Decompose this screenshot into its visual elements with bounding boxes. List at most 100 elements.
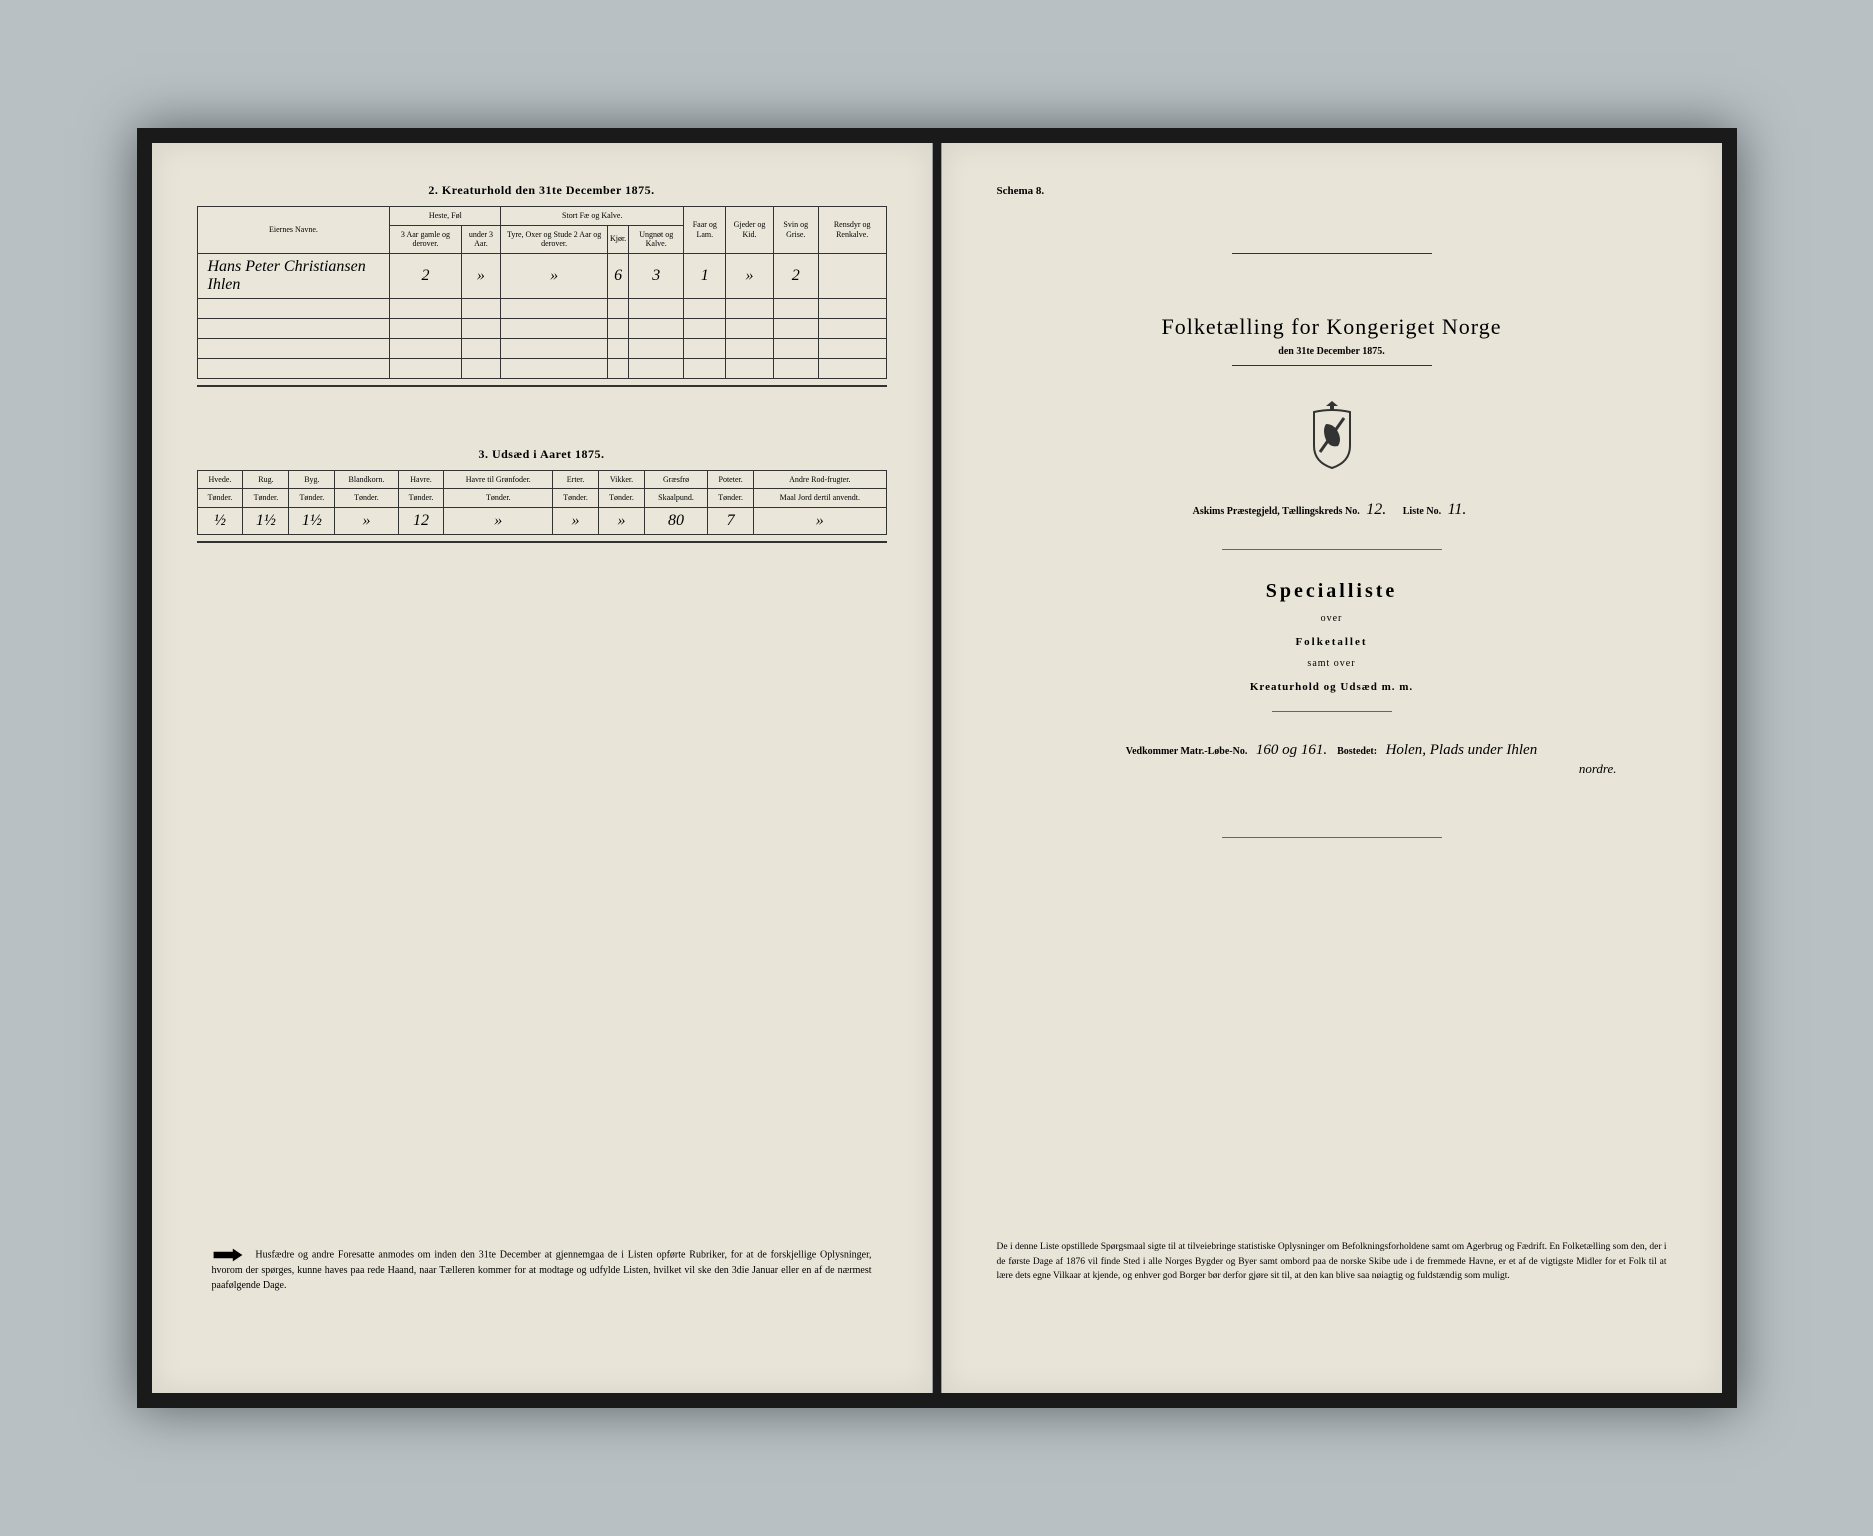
unit: Tønder. [289,489,335,508]
district-no: 12. [1366,501,1386,518]
col: Græsfrø [644,470,707,489]
unit: Maal Jord dertil anvendt. [754,489,886,508]
matrikel-line: Vedkommer Matr.-Løbe-No. 160 og 161. Bos… [987,742,1677,759]
matr-no: 160 og 161. [1256,742,1327,758]
cell: 6 [607,253,628,298]
table-row: Hans Peter Christiansen Ihlen 2 » » 6 3 … [197,253,886,298]
heste-b: under 3 Aar. [461,225,501,253]
cell: 12 [398,507,444,534]
rule [1222,837,1442,838]
unit: Tønder. [243,489,289,508]
vedkommer-label: Vedkommer Matr.-Løbe-No. [1126,746,1248,757]
cell: 2 [390,253,461,298]
right-page: Schema 8. Folketælling for Kongeriget No… [941,143,1722,1393]
cell: » [444,507,553,534]
col: Andre Rod-frugter. [754,470,886,489]
rule [1232,253,1432,254]
left-page: 2. Kreaturhold den 31te December 1875. E… [152,143,933,1393]
bostedet-value: Holen, Plads under Ihlen [1386,742,1538,758]
col-svin: Svin og Grise. [773,207,818,254]
liste-no: 11. [1448,501,1467,518]
cell: 80 [644,507,707,534]
col: Havre til Grønfoder. [444,470,553,489]
table-row [197,338,886,358]
bostedet-value-line2: nordre. [987,761,1617,777]
section3: 3. Udsæd i Aaret 1875. Hvede. Rug. Byg. … [197,447,887,543]
unit: Tønder. [398,489,444,508]
unit: Tønder. [197,489,243,508]
livestock-table: Eiernes Navne. Heste, Føl Stort Fæ og Ka… [197,206,887,379]
unit: Tønder. [599,489,645,508]
cell: » [553,507,599,534]
unit: Tønder. [708,489,754,508]
cell: » [726,253,773,298]
cell: 7 [708,507,754,534]
table-row [197,298,886,318]
seed-unit-row: Tønder. Tønder. Tønder. Tønder. Tønder. … [197,489,886,508]
pointing-hand-icon [212,1247,244,1263]
folketallet-label: Folketallet [987,636,1677,648]
col: Vikker. [599,470,645,489]
seed-table: Hvede. Rug. Byg. Blandkorn. Havre. Havre… [197,470,887,535]
rule [197,385,887,387]
rule [197,541,887,543]
rule [1272,711,1392,712]
fae-a: Tyre, Oxer og Stude 2 Aar og derover. [501,225,608,253]
table-row [197,318,886,338]
footer-text: Husfædre og andre Foresatte anmodes om i… [212,1249,872,1291]
cell: 1 [684,253,726,298]
cell: 1½ [243,507,289,534]
cell: ½ [197,507,243,534]
samt-label: samt over [987,658,1677,669]
unit: Tønder. [335,489,398,508]
group-heste: Heste, Føl [390,207,501,226]
table-row [197,358,886,378]
specialliste-title: Specialliste [987,580,1677,603]
kreatur-label: Kreaturhold og Udsæd m. m. [987,681,1677,693]
footer-note-right: De i denne Liste opstillede Spørgsmaal s… [997,1240,1667,1283]
section2-title: 2. Kreaturhold den 31te December 1875. [197,183,887,198]
cell: » [335,507,398,534]
col-gjed: Gjeder og Kid. [726,207,773,254]
col-ren: Rensdyr og Renkalve. [818,207,886,254]
district-line: Askims Præstegjeld, Tællingskreds No. 12… [987,501,1677,519]
group-fae: Stort Fæ og Kalve. [501,207,684,226]
col: Blandkorn. [335,470,398,489]
liste-label: Liste No. [1403,506,1441,517]
document-spread: 2. Kreaturhold den 31te December 1875. E… [137,128,1737,1408]
col: Havre. [398,470,444,489]
unit: Tønder. [444,489,553,508]
main-title: Folketælling for Kongeriget Norge [987,314,1677,340]
cell: » [501,253,608,298]
cell: 2 [773,253,818,298]
col: Poteter. [708,470,754,489]
col: Erter. [553,470,599,489]
unit: Skaalpund. [644,489,707,508]
coat-of-arms-icon [1302,396,1362,471]
bostedet-label: Bostedet: [1337,746,1377,757]
section3-title: 3. Udsæd i Aaret 1875. [197,447,887,462]
col: Rug. [243,470,289,489]
unit: Tønder. [553,489,599,508]
fae-b: Kjør. [607,225,628,253]
col: Hvede. [197,470,243,489]
seed-header-row: Hvede. Rug. Byg. Blandkorn. Havre. Havre… [197,470,886,489]
schema-label: Schema 8. [997,185,1045,197]
col-faar: Faar og Lam. [684,207,726,254]
district-prefix: Askims Præstegjeld, Tællingskreds No. [1193,506,1360,517]
rule [1232,365,1432,366]
cell: 1½ [289,507,335,534]
census-date: den 31te December 1875. [987,346,1677,357]
rule [1222,549,1442,550]
cell: » [599,507,645,534]
heste-a: 3 Aar gamle og derover. [390,225,461,253]
cell [818,253,886,298]
footer-note-left: Husfædre og andre Foresatte anmodes om i… [212,1247,872,1293]
fae-c: Ungnøt og Kalve. [629,225,684,253]
owner-name: Hans Peter Christiansen Ihlen [197,253,390,298]
cell: » [754,507,886,534]
col-owner: Eiernes Navne. [197,207,390,254]
over-label: over [987,613,1677,624]
col: Byg. [289,470,335,489]
table-row: ½ 1½ 1½ » 12 » » » 80 7 » [197,507,886,534]
